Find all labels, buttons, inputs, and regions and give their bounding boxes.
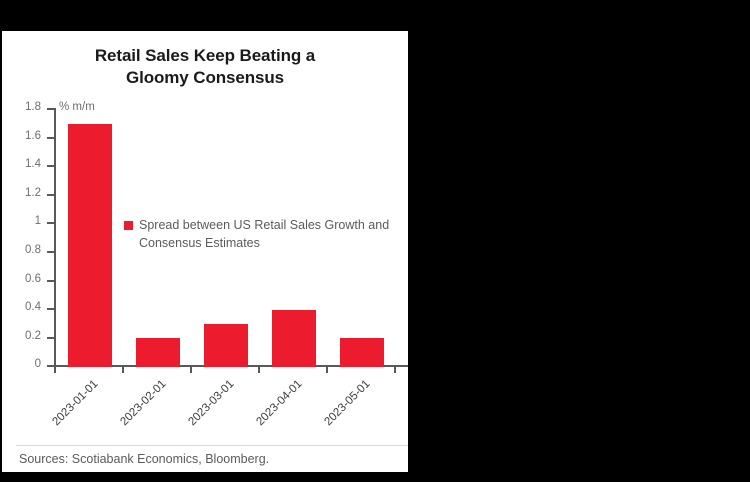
y-tick-mark xyxy=(47,108,55,110)
x-tick-mark xyxy=(190,367,192,373)
chart-card: Retail Sales Keep Beating a Gloomy Conse… xyxy=(2,31,408,472)
x-tick-mark xyxy=(394,367,396,373)
legend-swatch-icon xyxy=(124,221,133,230)
bar xyxy=(272,309,316,367)
x-tick-mark xyxy=(54,367,56,373)
legend-label-line-1: Spread between US Retail Sales xyxy=(139,218,322,232)
x-tick-mark xyxy=(122,367,124,373)
bar xyxy=(340,338,384,367)
y-tick-mark xyxy=(47,336,55,339)
y-tick-label: 0.8 xyxy=(25,244,41,256)
y-tick-label: 1.4 xyxy=(25,158,41,171)
x-tick-mark xyxy=(258,367,260,373)
y-tick-label: 0.2 xyxy=(25,329,41,342)
y-tick-label: 0.4 xyxy=(25,301,41,314)
y-tick-label: 1.6 xyxy=(25,129,41,142)
y-tick-label: 0 xyxy=(34,358,41,371)
y-tick-mark xyxy=(47,251,55,253)
y-tick-mark xyxy=(47,308,55,311)
x-tick-mark xyxy=(326,367,328,373)
legend-label-line-2: Growth and Consensus Estimates xyxy=(139,218,390,250)
y-tick-label: 1.2 xyxy=(25,186,41,199)
source-note: Sources: Scotiabank Economics, Bloomberg… xyxy=(19,452,270,466)
y-axis-line xyxy=(54,108,56,367)
y-tick-mark xyxy=(47,279,55,282)
chart-title-line-2: Gloomy Consensus xyxy=(125,68,285,88)
chart-title: Retail Sales Keep Beating a Gloomy Conse… xyxy=(2,45,408,90)
bar xyxy=(136,338,180,367)
y-tick-label: 0.6 xyxy=(25,272,41,285)
y-tick-mark xyxy=(47,136,55,139)
bar xyxy=(68,123,112,367)
y-tick-label: 1.8 xyxy=(25,101,41,113)
y-tick-mark xyxy=(47,365,55,368)
plot-area: % m/m 1.8 1.6 1.4 1.2 1 0.8 0.6 0.4 0.2 … xyxy=(2,31,408,472)
footer-divider xyxy=(16,445,408,446)
y-tick-mark xyxy=(47,193,55,196)
y-tick-mark xyxy=(47,165,55,168)
y-axis-unit-label: % m/m xyxy=(59,101,95,113)
y-tick-label: 1 xyxy=(34,215,41,228)
bar xyxy=(204,324,248,367)
legend-label: Spread between US Retail Sales Growth an… xyxy=(139,217,391,253)
y-tick-mark xyxy=(47,222,55,225)
chart-title-line-1: Retail Sales Keep Beating a xyxy=(94,46,316,65)
